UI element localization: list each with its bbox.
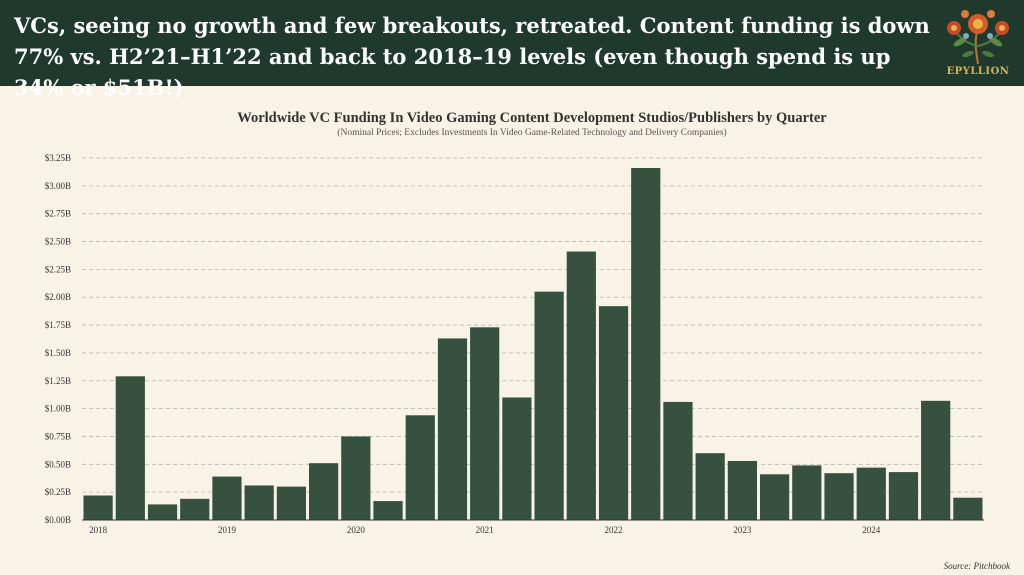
- y-tick-label: $2.75B: [45, 209, 71, 219]
- bar-q4-2023: [824, 473, 854, 520]
- y-tick-label: $3.00B: [45, 181, 71, 191]
- y-tick-label: $2.50B: [45, 237, 71, 247]
- y-tick-label: $0.25B: [45, 487, 71, 497]
- logo-text: EPYLLION: [946, 66, 1010, 77]
- bar-q1-2023: [727, 460, 757, 520]
- y-tick-label: $2.00B: [45, 292, 71, 302]
- source-note: Source: Pitchbook: [943, 561, 1010, 571]
- x-tick-label: 2023: [733, 525, 752, 535]
- y-tick-label: $1.75B: [45, 320, 71, 330]
- epyllion-logo: EPYLLION: [938, 6, 1018, 82]
- bar-q3-2021: [534, 291, 564, 520]
- x-tick-label: 2022: [605, 525, 623, 535]
- bar-q4-2019: [309, 463, 339, 520]
- bar-q4-2020: [437, 338, 468, 520]
- x-tick-label: 2021: [476, 525, 494, 535]
- y-tick-label: $1.25B: [45, 376, 71, 386]
- headline: VCs, seeing no growth and few breakouts,…: [14, 13, 930, 100]
- y-axis-ticks: $0.00B $0.25B $0.50B $0.75B $1.00B $1.25B $1.5…: [45, 153, 71, 525]
- bar-q4-2022: [695, 453, 725, 520]
- y-tick-label: $2.25B: [45, 264, 71, 274]
- bar-q2-2022: [631, 168, 661, 520]
- x-tick-label: 2020: [347, 525, 366, 535]
- bar-q4-2024: [953, 497, 983, 520]
- gridlines: [82, 157, 984, 493]
- bar-q2-2020: [373, 501, 403, 520]
- bar-q3-2020: [405, 415, 435, 520]
- bar-q1-2022: [598, 306, 629, 520]
- y-tick-label: $3.25B: [45, 153, 71, 163]
- bar-q1-2021: [470, 327, 500, 520]
- y-tick-label: $1.00B: [45, 404, 71, 414]
- bar-q4-2021: [566, 251, 596, 520]
- bar-q2-2021: [502, 397, 532, 520]
- y-tick-label: $0.50B: [45, 459, 71, 469]
- y-tick-label: $0.75B: [45, 431, 71, 441]
- bar-q1-2024: [856, 467, 886, 520]
- bar-q2-2019: [244, 485, 274, 520]
- x-tick-label: 2018: [89, 525, 108, 535]
- bar-q3-2018: [147, 504, 178, 520]
- x-tick-label: 2024: [862, 525, 881, 535]
- bar-q3-2024: [921, 400, 951, 520]
- y-tick-label: $1.50B: [45, 348, 71, 358]
- bar-q1-2018: [83, 495, 113, 520]
- y-tick-label: $0.00B: [45, 515, 71, 525]
- bar-q2-2018: [115, 376, 145, 520]
- bar-q1-2020: [341, 436, 371, 520]
- bar-q3-2022: [663, 401, 693, 520]
- bar-q4-2018: [180, 498, 210, 520]
- bar-q3-2023: [792, 465, 822, 520]
- bar-q3-2019: [276, 486, 306, 520]
- bar-q1-2019: [212, 476, 242, 520]
- bar-q2-2023: [760, 474, 790, 520]
- header-bar: VCs, seeing no growth and few breakouts,…: [0, 0, 1024, 100]
- chart-title: Worldwide VC Funding In Video Gaming Con…: [237, 110, 827, 126]
- bars: [83, 168, 983, 520]
- chart-subtitle: (Nominal Prices; Excludes Investments In…: [337, 128, 727, 138]
- floral-logo-icon: [947, 10, 1009, 65]
- bar-q2-2024: [888, 472, 919, 520]
- x-axis-ticks: 2018 2019 2020 2021 2022 2023 2024: [82, 519, 984, 535]
- x-tick-label: 2019: [218, 525, 237, 535]
